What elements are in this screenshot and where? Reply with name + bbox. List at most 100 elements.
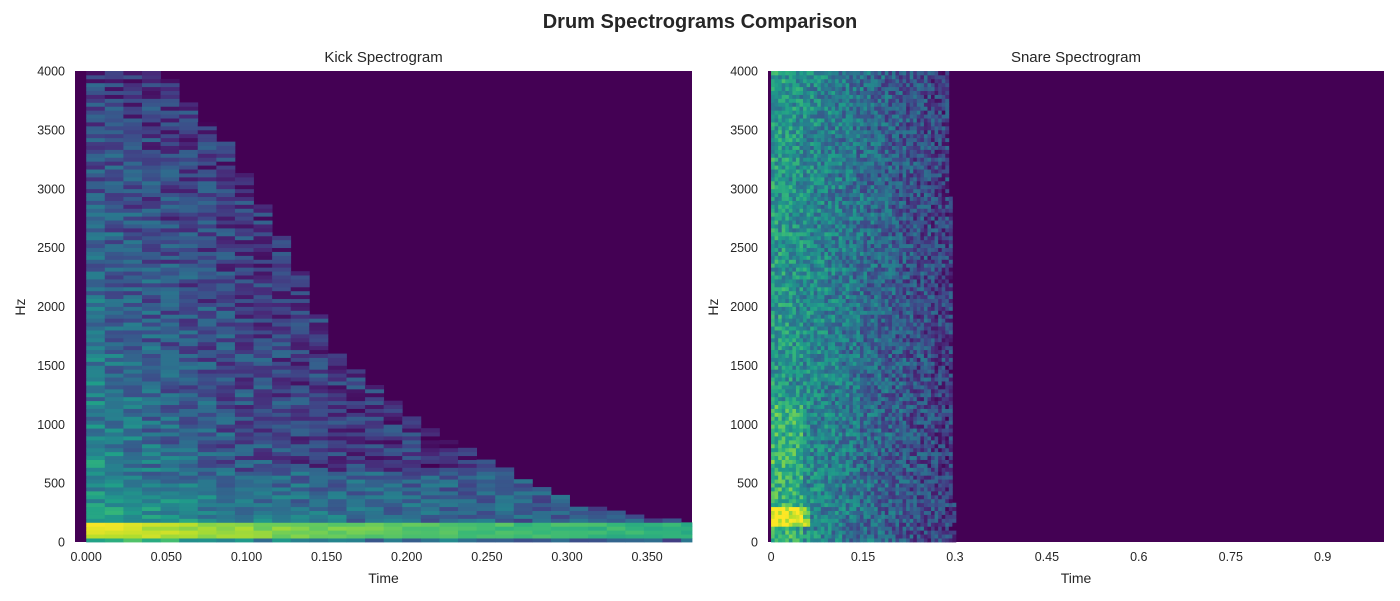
- heatmap-cell: [795, 416, 800, 421]
- heatmap-cell: [806, 510, 811, 515]
- heatmap-cell: [123, 365, 143, 370]
- heatmap-cell: [216, 208, 236, 213]
- heatmap-cell: [253, 286, 273, 292]
- heatmap-cell: [799, 330, 804, 335]
- heatmap-cell: [859, 392, 864, 398]
- heatmap-cell: [550, 518, 570, 523]
- heatmap-cell: [799, 263, 804, 268]
- heatmap-cell: [290, 314, 310, 319]
- heatmap-cell: [820, 259, 825, 264]
- heatmap-cell: [216, 212, 236, 217]
- heatmap-cell: [810, 357, 815, 362]
- heatmap-cell: [838, 345, 843, 351]
- heatmap-cell: [820, 463, 825, 468]
- heatmap-cell: [835, 204, 840, 209]
- heatmap-cell: [813, 326, 818, 331]
- heatmap-cell: [838, 494, 843, 500]
- heatmap-cell: [86, 490, 106, 496]
- heatmap-cell: [820, 204, 825, 209]
- heatmap-cell: [795, 169, 800, 174]
- heatmap-cell: [856, 436, 861, 441]
- heatmap-cell: [856, 424, 861, 429]
- heatmap-cell: [849, 365, 854, 370]
- heatmap-cell: [86, 385, 106, 390]
- heatmap-cell: [234, 239, 254, 245]
- heatmap-cell: [849, 290, 854, 296]
- heatmap-cell: [216, 396, 236, 402]
- heatmap-cell: [141, 333, 161, 339]
- heatmap-cell: [817, 302, 822, 307]
- heatmap-cell: [290, 341, 310, 347]
- heatmap-cell: [810, 224, 815, 229]
- heatmap-cell: [852, 290, 857, 296]
- heatmap-cell: [588, 538, 608, 543]
- heatmap-cell: [810, 196, 815, 201]
- heatmap-cell: [309, 522, 329, 527]
- heatmap-cell: [842, 467, 847, 472]
- heatmap-cell: [810, 412, 815, 417]
- heatmap-cell: [852, 212, 857, 217]
- heatmap-cell: [234, 526, 254, 531]
- heatmap-cell: [272, 337, 292, 343]
- heatmap-cell: [856, 184, 861, 190]
- heatmap-cell: [141, 216, 161, 221]
- heatmap-cell: [104, 392, 124, 398]
- heatmap-cell: [827, 286, 832, 292]
- heatmap-cell: [216, 455, 236, 460]
- heatmap-cell: [234, 310, 254, 315]
- heatmap-cell: [835, 129, 840, 135]
- heatmap-cell: [179, 302, 199, 307]
- heatmap-cell: [550, 510, 570, 515]
- heatmap-cell: [123, 184, 143, 190]
- heatmap-cell: [799, 110, 804, 115]
- heatmap-cell: [831, 420, 836, 425]
- heatmap-cell: [810, 129, 815, 135]
- heatmap-cell: [778, 180, 783, 186]
- heatmap-cell: [849, 118, 854, 123]
- heatmap-cell: [813, 518, 818, 523]
- heatmap-cell: [774, 145, 779, 150]
- heatmap-cell: [160, 290, 180, 296]
- heatmap-cell: [785, 459, 790, 464]
- heatmap-cell: [852, 494, 857, 500]
- heatmap-cell: [774, 161, 779, 166]
- heatmap-cell: [827, 455, 832, 460]
- heatmap-cell: [849, 330, 854, 335]
- heatmap-cell: [824, 447, 829, 453]
- heatmap-cell: [532, 522, 552, 527]
- heatmap-cell: [788, 157, 793, 162]
- heatmap-cell: [216, 157, 236, 162]
- heatmap-cell: [197, 404, 217, 409]
- heatmap-cell: [852, 302, 857, 307]
- heatmap-cell: [835, 310, 840, 315]
- heatmap-cell: [785, 412, 790, 417]
- heatmap-cell: [781, 345, 786, 351]
- heatmap-cell: [806, 90, 811, 95]
- heatmap-cell: [792, 487, 797, 492]
- heatmap-cell: [859, 534, 864, 539]
- heatmap-cell: [216, 424, 236, 429]
- heatmap-cell: [104, 381, 124, 386]
- heatmap-cell: [820, 459, 825, 464]
- heatmap-cell: [771, 216, 776, 221]
- heatmap-cell: [813, 381, 818, 386]
- heatmap-cell: [439, 506, 459, 512]
- heatmap-cell: [852, 298, 857, 303]
- heatmap-cell: [788, 404, 793, 409]
- heatmap-cell: [346, 475, 366, 480]
- heatmap-cell: [813, 204, 818, 209]
- heatmap-cell: [216, 538, 236, 543]
- heatmap-cell: [141, 141, 161, 146]
- heatmap-cell: [104, 275, 124, 280]
- heatmap-cell: [824, 173, 829, 178]
- heatmap-cell: [842, 322, 847, 327]
- heatmap-cell: [792, 196, 797, 201]
- heatmap-cell: [253, 392, 273, 398]
- heatmap-cell: [852, 122, 857, 127]
- heatmap-cell: [842, 279, 847, 284]
- heatmap-cell: [820, 157, 825, 162]
- heatmap-cell: [771, 98, 776, 103]
- heatmap-cell: [849, 471, 854, 476]
- heatmap-cell: [863, 231, 868, 237]
- heatmap-cell: [123, 267, 143, 272]
